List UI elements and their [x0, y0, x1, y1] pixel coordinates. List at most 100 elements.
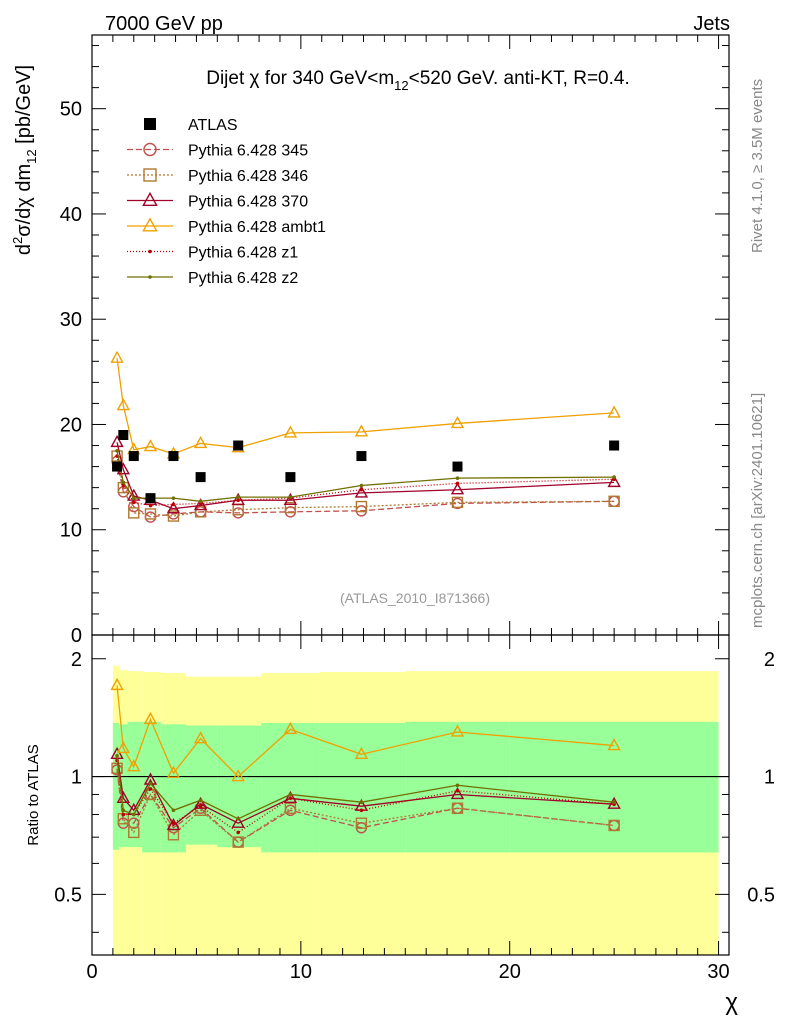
ratio-marker — [451, 802, 464, 814]
series-marker — [115, 448, 119, 453]
data-point-atlas — [609, 440, 620, 451]
series-marker — [171, 496, 176, 500]
series-marker — [116, 398, 131, 411]
ratio-marker — [143, 711, 158, 725]
series-marker — [110, 350, 124, 363]
x-tick-label: 10 — [290, 961, 312, 983]
data-point-atlas — [356, 451, 367, 462]
ratio-marker — [455, 788, 460, 793]
legend-marker — [148, 275, 152, 279]
series-marker — [110, 434, 124, 448]
ratio-marker — [193, 731, 208, 744]
series-marker — [455, 476, 460, 480]
series-marker — [198, 499, 203, 504]
header-right-label: Jets — [693, 13, 730, 35]
legend-entry-label: Pythia 6.428 345 — [188, 143, 308, 160]
ratio-marker — [231, 769, 245, 782]
series-marker — [236, 498, 240, 503]
ratio-tick-label-left: 1 — [71, 767, 82, 789]
series-marker — [359, 487, 364, 492]
ratio-marker — [121, 812, 126, 817]
series-marker — [612, 475, 616, 479]
ratio-marker — [612, 800, 616, 805]
title-chi: χ — [250, 68, 260, 89]
series-marker — [451, 496, 464, 509]
series-line — [116, 358, 615, 455]
data-point-atlas — [452, 461, 463, 472]
ratio-band-green — [119, 724, 128, 848]
ratio-marker — [236, 816, 240, 821]
rivet-version-label: Rivet 4.1.0, ≥ 3.5M events — [749, 79, 766, 253]
ratio-marker — [121, 808, 126, 813]
data-point-atlas — [285, 472, 296, 483]
ylabel-sup: 2 — [10, 237, 25, 244]
x-tick-label: 20 — [499, 961, 521, 983]
ratio-marker — [359, 800, 364, 805]
ratio-marker — [284, 802, 297, 814]
series-marker — [607, 474, 621, 488]
ratio-marker — [171, 808, 176, 813]
ratio-marker — [450, 787, 465, 800]
data-point-atlas — [195, 472, 206, 483]
y-axis-label: d2σ/dχ dm12 [pb/GeV] — [10, 65, 39, 255]
ylabel-sub: 12 — [24, 149, 39, 163]
ratio-marker — [283, 790, 298, 803]
ratio-marker — [166, 765, 181, 778]
ratio-marker — [355, 817, 368, 829]
title-sub: 12 — [394, 78, 408, 93]
y-tick-label: 20 — [60, 414, 82, 436]
analysis-id: (ATLAS_2010_I871366) — [340, 590, 490, 606]
ratio-marker — [171, 821, 176, 826]
series-marker — [231, 492, 245, 505]
legend-marker — [148, 249, 152, 254]
y-tick-label: 50 — [60, 99, 82, 121]
series-marker — [354, 485, 369, 498]
ratio-tick-label-right: 0.5 — [747, 884, 775, 906]
legend-marker — [143, 142, 157, 157]
header-left-label: 7000 GeV pp — [105, 13, 223, 35]
series-marker — [354, 424, 369, 437]
y-tick-label: 30 — [60, 309, 82, 331]
data-point-atlas — [145, 493, 156, 504]
ratio-marker — [115, 753, 119, 758]
series-marker — [171, 502, 176, 507]
series-line — [116, 461, 615, 518]
series-marker — [128, 507, 140, 519]
ratio-marker — [354, 746, 369, 759]
ratio-marker — [111, 762, 123, 774]
series-marker — [121, 480, 126, 485]
ratio-y-axis-label: Ratio to ATLAS — [25, 744, 42, 845]
ylabel-unit: [pb/GeV] — [13, 65, 35, 150]
series-marker — [450, 415, 465, 429]
y-tick-label: 0 — [71, 625, 82, 647]
ratio-marker — [288, 792, 293, 797]
series-marker — [193, 435, 208, 449]
data-point-atlas — [112, 461, 123, 472]
series-marker — [359, 483, 364, 488]
ratio-marker — [283, 721, 298, 735]
ratio-marker — [148, 787, 153, 791]
ratio-marker — [166, 818, 181, 831]
series-marker — [284, 501, 297, 514]
x-tick-label: 0 — [86, 961, 97, 983]
ratio-marker — [231, 815, 245, 828]
ratio-line — [116, 685, 615, 778]
ratio-marker — [450, 724, 465, 737]
series-marker — [131, 496, 136, 500]
legend-entry-label: Pythia 6.428 ambt1 — [188, 219, 326, 236]
legend-marker — [142, 217, 158, 232]
ratio-marker — [236, 830, 240, 835]
legend-entry-label: Pythia 6.428 z2 — [188, 270, 298, 287]
ratio-panel-frame — [91, 634, 730, 956]
series-marker — [193, 498, 208, 511]
title-part-a: Dijet — [206, 68, 249, 89]
legend-entry-label: ATLAS — [188, 117, 238, 134]
ratio-line — [116, 754, 615, 827]
data-point-atlas — [233, 440, 244, 451]
ratio-tick-label-right: 1 — [764, 767, 775, 789]
series-marker — [236, 495, 240, 499]
ratio-marker — [607, 738, 621, 751]
ratio-marker — [131, 812, 136, 817]
ratio-band-green — [509, 721, 719, 853]
